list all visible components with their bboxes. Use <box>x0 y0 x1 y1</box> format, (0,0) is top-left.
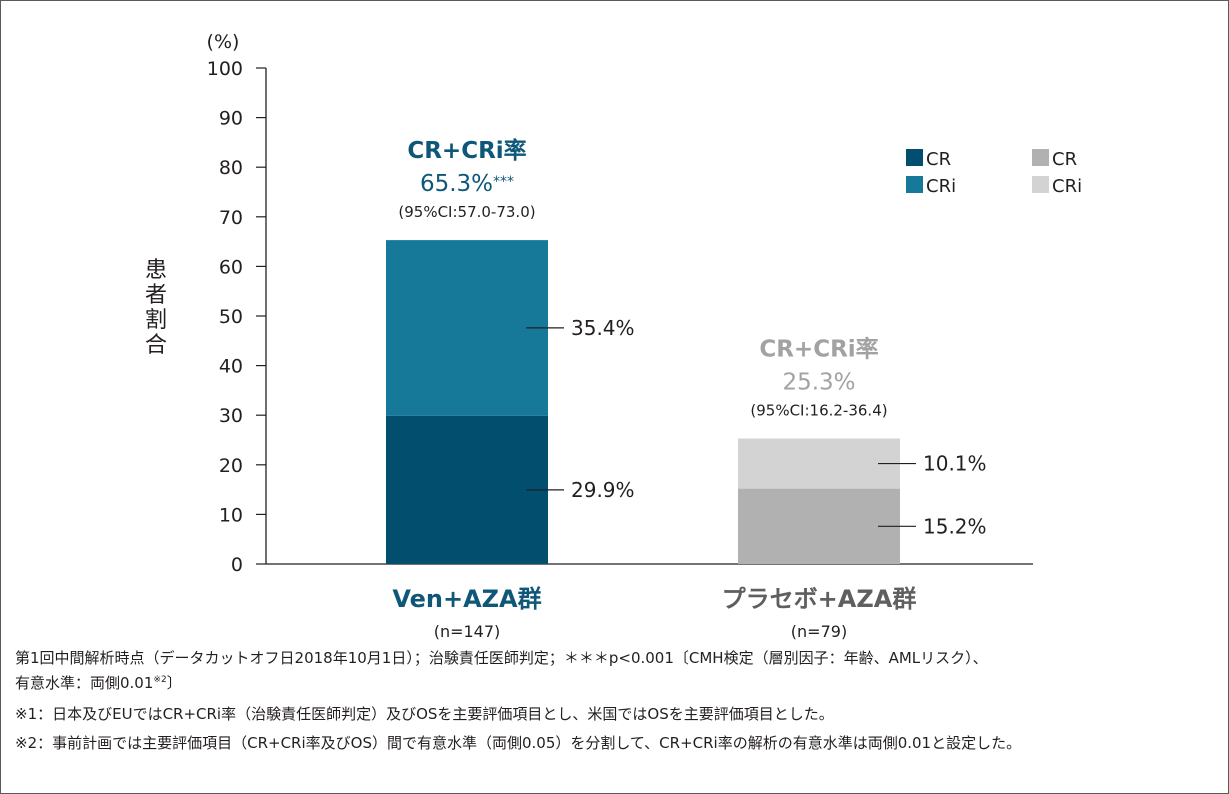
footnotes: 第1回中間解析時点（データカットオフ日2018年10月1日）；治験責任医師判定；… <box>15 647 1220 754</box>
legend-label: CR <box>926 149 951 170</box>
y-tick-label: 70 <box>219 207 243 229</box>
footnote-significance: 有意水準：両側0.01※2〕 <box>15 669 1220 694</box>
category-n-label: (n=147) <box>434 622 501 641</box>
y-tick-label: 20 <box>219 455 243 477</box>
bar-segment-cri <box>738 438 900 489</box>
y-axis-title-char: 合 <box>145 333 167 358</box>
total-value: 25.3% <box>782 370 855 396</box>
y-tick-label: 50 <box>219 306 243 328</box>
bar-segment-cr <box>738 488 900 564</box>
y-axis-title-char: 割 <box>145 308 167 333</box>
total-title: CR+CRi率 <box>407 137 526 164</box>
y-axis-title-char: 者 <box>145 283 167 308</box>
footnote-ref-2: ※2 <box>153 675 167 685</box>
category-label: プラセボ+AZA群 <box>722 585 917 613</box>
footnote-significance-text: 有意水準：両側0.01 <box>15 674 154 692</box>
footnote-1: ※1：日本及びEUではCR+CRi率（治験責任医師判定）及びOSを主要評価項目と… <box>15 705 834 723</box>
legend-label: CRi <box>926 176 956 197</box>
total-title: CR+CRi率 <box>759 336 878 363</box>
value-label: 10.1% <box>923 452 987 476</box>
category-label: Ven+AZA群 <box>392 585 541 613</box>
legend-label: CRi <box>1052 176 1082 197</box>
value-label: 15.2% <box>923 514 987 538</box>
y-tick-label: 40 <box>219 356 243 378</box>
bar-segment-cri <box>386 240 548 416</box>
legend-swatch-cr <box>906 149 923 166</box>
legend-label: CR <box>1052 149 1077 170</box>
y-tick-label: 0 <box>231 554 243 576</box>
legend-swatch-cri <box>1032 176 1049 193</box>
total-value: 65.3%*** <box>420 171 514 197</box>
y-tick-label: 30 <box>219 405 243 427</box>
y-axis-title-char: 患 <box>145 258 167 283</box>
value-label: 29.9% <box>571 478 635 502</box>
footnote-analysis: 第1回中間解析時点（データカットオフ日2018年10月1日）；治験責任医師判定；… <box>15 649 988 667</box>
legend-swatch-cr <box>1032 149 1049 166</box>
y-tick-label: 100 <box>207 58 243 80</box>
y-tick-label: 90 <box>219 108 243 130</box>
y-tick-label: 10 <box>219 504 243 526</box>
y-unit-label: (%) <box>207 31 240 53</box>
bar-segment-cr <box>386 415 548 564</box>
footnote-2: ※2：事前計画では主要評価項目（CR+CRi率及びOS）間で有意水準（両側0.0… <box>15 734 1022 752</box>
total-ci: (95%CI:57.0-73.0) <box>398 203 535 221</box>
y-tick-label: 80 <box>219 157 243 179</box>
category-n-label: (n=79) <box>791 622 847 641</box>
legend-swatch-cri <box>906 176 923 193</box>
value-label: 35.4% <box>571 316 635 340</box>
y-tick-label: 60 <box>219 256 243 278</box>
footnote-bracket: 〕 <box>166 674 182 692</box>
total-ci: (95%CI:16.2-36.4) <box>750 402 887 420</box>
